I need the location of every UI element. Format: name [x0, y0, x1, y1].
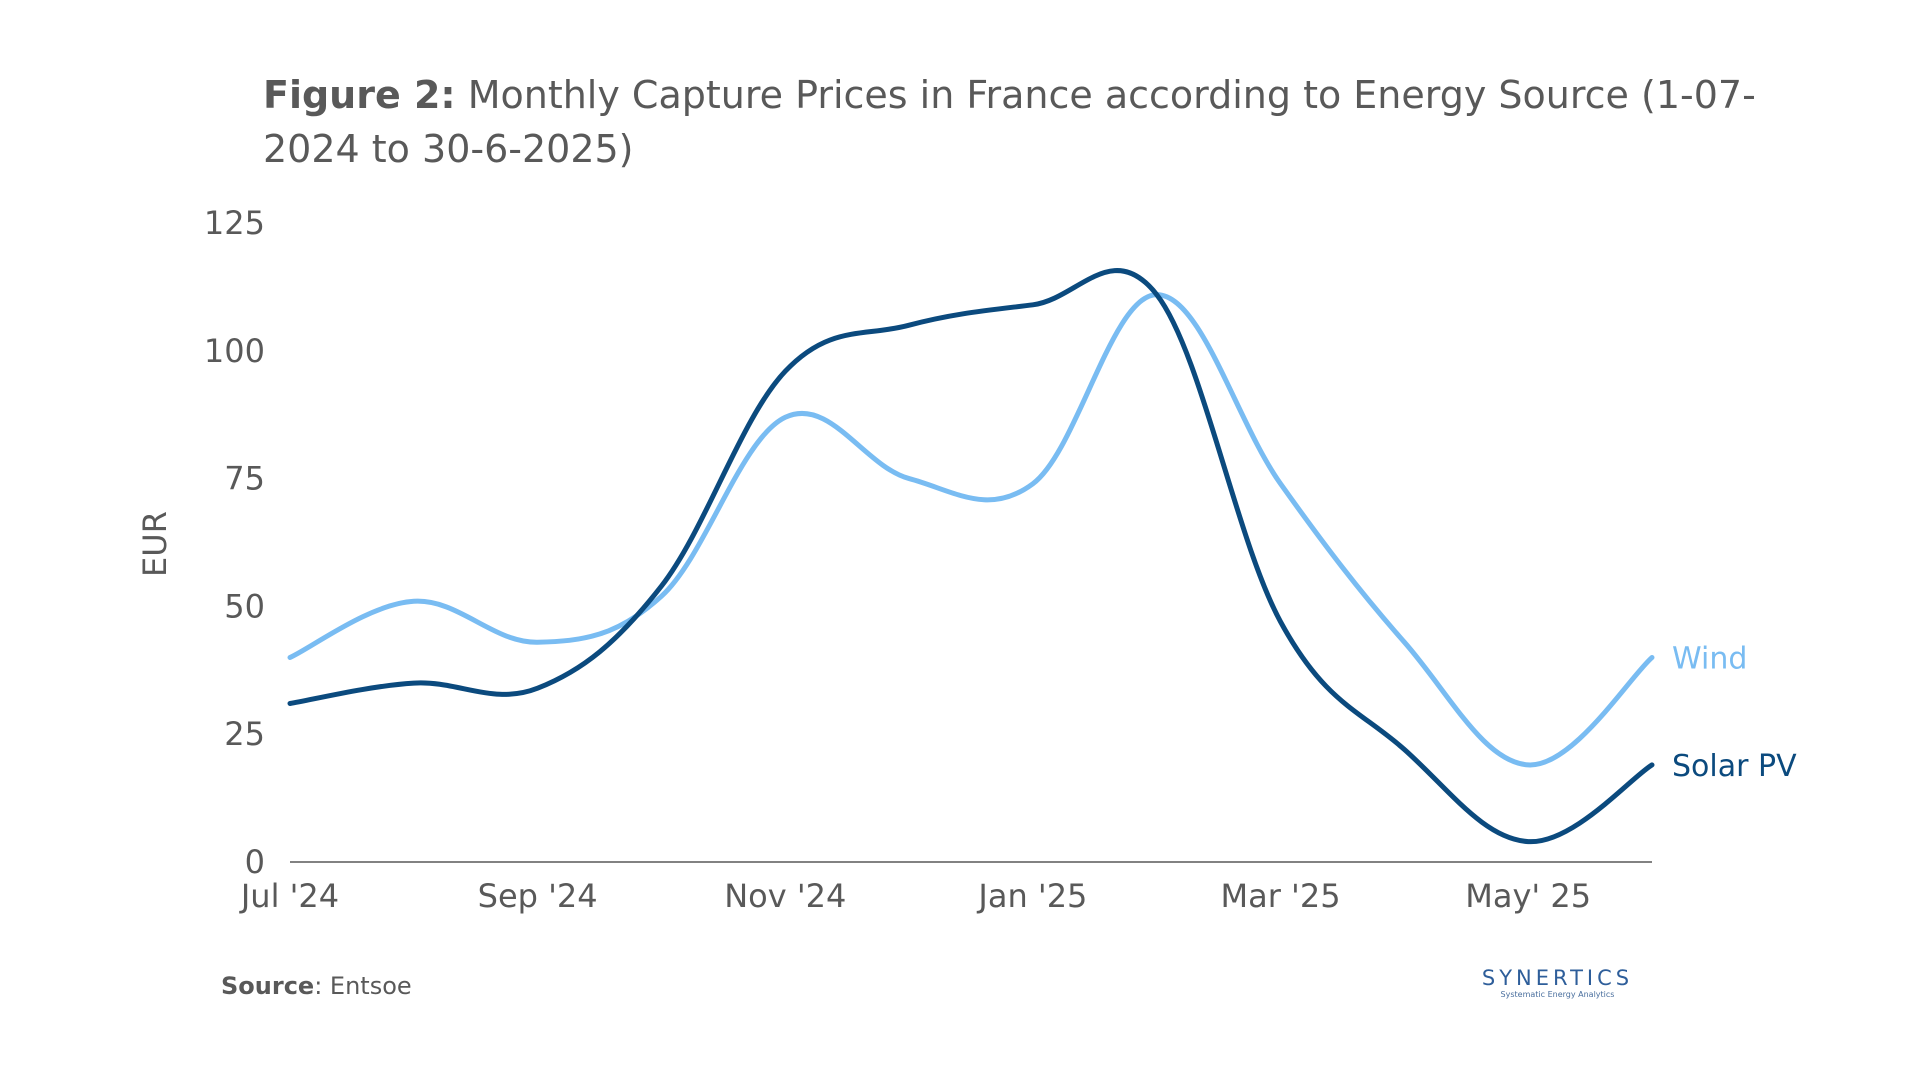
logo-tagline: Systematic Energy Analytics	[1500, 990, 1615, 999]
logo-brand: SYNERTICS	[1481, 966, 1634, 990]
x-axis-ticks: Jul '24 Sep '24 Nov '24 Jan '25 Mar '25 May' …	[239, 877, 1591, 915]
y-tick-label: 125	[204, 204, 265, 242]
source-note: Source: Entsoe	[221, 972, 412, 1000]
synertics-logo: SYNERTICS Systematic Energy Analytics	[1470, 966, 1645, 1000]
series-line-wind	[287, 292, 1655, 768]
y-tick-label: 75	[224, 460, 265, 498]
legend-label-wind: Wind	[1672, 642, 1747, 677]
y-axis-ticks: 0 25 50 75 100 125	[204, 204, 265, 881]
chart-title: Figure 2: Monthly Capture Prices in Fran…	[263, 68, 1763, 176]
chart-title-lead: Figure 2:	[263, 73, 456, 117]
series-line-solar-pv	[287, 268, 1655, 845]
x-tick-label: May' 25	[1465, 877, 1591, 915]
x-tick-label: Sep '24	[478, 877, 598, 915]
y-tick-label: 25	[224, 715, 265, 753]
x-tick-label: Jan '25	[976, 877, 1087, 915]
x-tick-label: Nov '24	[724, 877, 846, 915]
x-tick-label: Jul '24	[239, 877, 339, 915]
source-key: Source	[221, 972, 315, 1000]
chart-title-text: Monthly Capture Prices in France accordi…	[263, 73, 1756, 171]
y-tick-label: 50	[224, 587, 265, 625]
legend-label-solar-pv: Solar PV	[1672, 749, 1797, 784]
x-tick-label: Mar '25	[1221, 877, 1341, 915]
source-value: : Entsoe	[314, 972, 412, 1000]
y-tick-label: 100	[204, 332, 265, 370]
y-axis-title: EUR	[136, 511, 174, 577]
y-tick-label: 0	[245, 843, 265, 881]
